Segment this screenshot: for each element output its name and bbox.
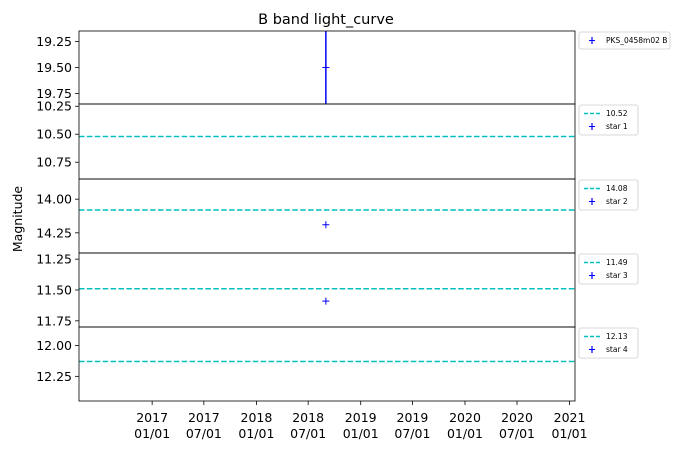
legend-panel-5: 12.13 star 4 [578, 327, 639, 359]
x-tick-label: 2020 01/01 [447, 410, 483, 441]
y-tick-label: 11.25 [36, 252, 72, 267]
y-tick-label: 11.75 [36, 313, 72, 328]
legend-label: 10.52 [606, 109, 628, 118]
y-tick-label: 19.75 [36, 86, 72, 101]
y-tick-label: 19.25 [36, 34, 72, 49]
panel-1: 19.25 19.50 19.75 [36, 30, 576, 105]
panel-frame-4 [78, 252, 576, 328]
legend-label: 11.49 [606, 258, 628, 267]
legend-point-swatch [589, 37, 595, 44]
y-tick-label: 11.50 [36, 283, 72, 298]
legends: PKS_0458m02 B 10.52 star 1 14.08 star 2 11.49… [578, 31, 671, 359]
data-point-panel-3 [322, 221, 330, 229]
y-tick-label: 10.75 [36, 155, 72, 170]
x-tick-label: 2019 01/01 [343, 410, 379, 441]
legend-label: PKS_0458m02 B [606, 36, 667, 45]
data-point-panel-4 [322, 297, 330, 305]
y-tick-label: 10.50 [36, 127, 72, 142]
panel-4: 11.25 11.50 11.75 [36, 252, 576, 328]
legend-box [578, 104, 639, 136]
panel-frame-3 [78, 178, 576, 254]
y-tick-label: 19.50 [36, 60, 72, 75]
legend-panel-1: PKS_0458m02 B [578, 31, 671, 50]
x-tick-label: 2017 07/01 [186, 410, 222, 441]
y-axis-label: Magnitude [10, 186, 25, 253]
y-tick-label: 10.25 [36, 99, 72, 114]
legend-box [578, 179, 639, 211]
legend-box [578, 253, 639, 285]
legend-label: star 1 [606, 122, 628, 131]
legend-label: 12.13 [606, 332, 628, 341]
panel-5: 12.00 12.25 [36, 326, 576, 402]
y-tick-label: 12.25 [36, 369, 72, 384]
legend-point-swatch [589, 346, 595, 353]
data-point-panel-1 [322, 64, 330, 71]
legend-label: 14.08 [606, 184, 628, 193]
chart-title: B band light_curve [258, 12, 394, 28]
x-tick-label: 2017 01/01 [134, 410, 170, 441]
legend-point-swatch [589, 272, 595, 279]
panel-2: 10.25 10.50 10.75 [36, 99, 576, 180]
x-tick-label: 2018 07/01 [290, 410, 326, 441]
x-tick-label: 2020 07/01 [499, 410, 535, 441]
x-tick-label: 2018 01/01 [238, 410, 274, 441]
legend-panel-2: 10.52 star 1 [578, 104, 639, 136]
y-tick-label: 14.00 [36, 192, 72, 207]
y-tick-label: 14.25 [36, 225, 72, 240]
legend-box [578, 327, 639, 359]
legend-point-swatch [589, 198, 595, 205]
legend-panel-3: 14.08 star 2 [578, 179, 639, 211]
legend-box [578, 31, 671, 50]
x-axis: 2017 01/01 2017 07/01 2018 01/01 2018 07/01 2019… [134, 401, 588, 441]
x-tick-label: 2021 01/01 [552, 410, 588, 441]
panel-3: 14.00 14.25 [36, 178, 576, 254]
legend-panel-4: 11.49 star 3 [578, 253, 639, 285]
legend-label: star 3 [606, 271, 628, 280]
x-tick-label: 2019 07/01 [394, 410, 430, 441]
y-tick-label: 12.00 [36, 338, 72, 353]
legend-label: star 4 [606, 345, 628, 354]
legend-label: star 2 [606, 197, 628, 206]
legend-point-swatch [589, 123, 595, 130]
panel-frame-2 [78, 103, 576, 180]
panel-frame-5 [78, 326, 576, 402]
